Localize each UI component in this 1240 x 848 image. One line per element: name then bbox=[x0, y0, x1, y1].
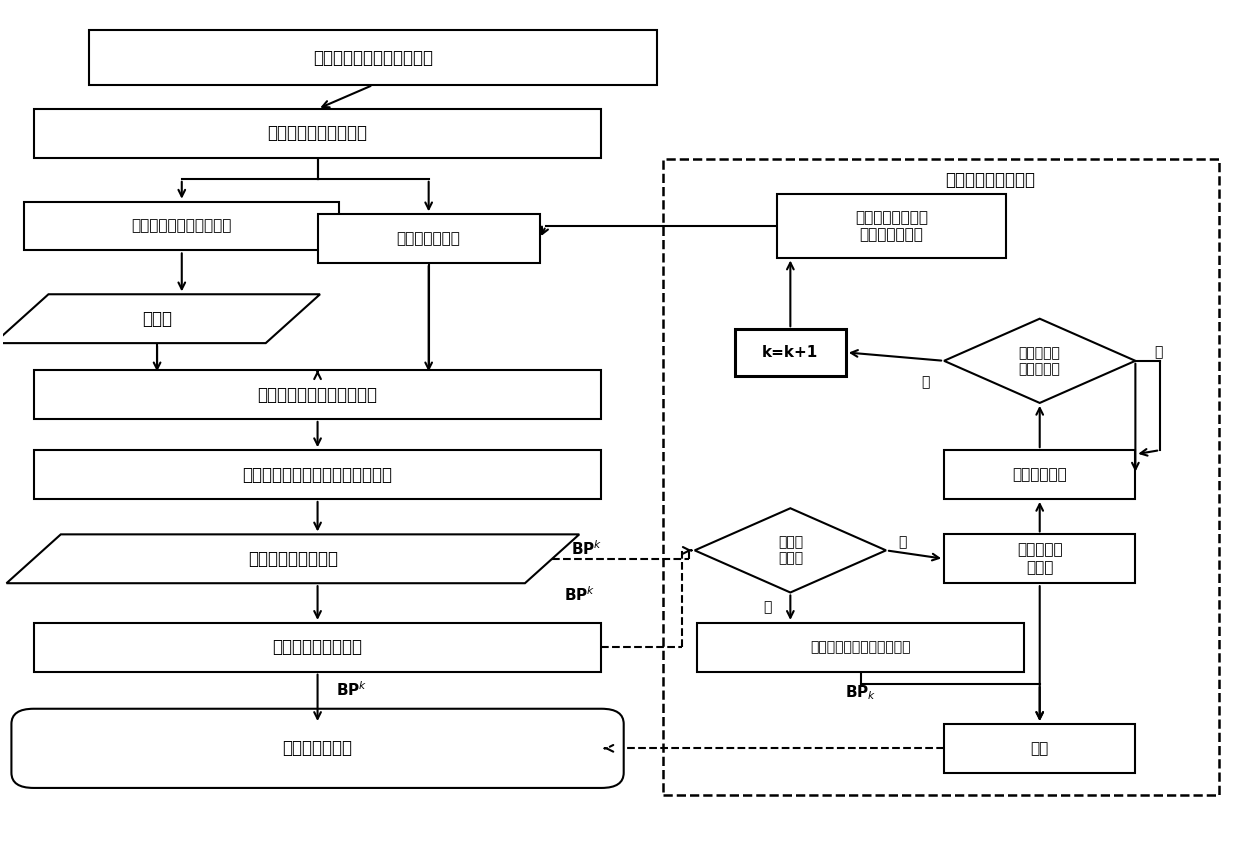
Text: 大视角波位参数修正: 大视角波位参数修正 bbox=[273, 639, 362, 656]
Text: 重新确定波位选择
范围及中心视角: 重新确定波位选择 范围及中心视角 bbox=[856, 209, 928, 243]
FancyBboxPatch shape bbox=[33, 450, 601, 499]
FancyBboxPatch shape bbox=[89, 31, 657, 85]
Text: 获取卫星高度和星下点矢径: 获取卫星高度和星下点矢径 bbox=[314, 48, 433, 66]
FancyBboxPatch shape bbox=[25, 202, 340, 250]
FancyBboxPatch shape bbox=[697, 622, 1024, 672]
Text: 保留不需修正的波位参数集: 保留不需修正的波位参数集 bbox=[811, 640, 911, 655]
FancyBboxPatch shape bbox=[944, 724, 1136, 773]
FancyBboxPatch shape bbox=[317, 215, 539, 263]
Text: 基于性能指标验证的波位二次筛选: 基于性能指标验证的波位二次筛选 bbox=[243, 466, 393, 483]
Text: 是否小于最
小观测带宽: 是否小于最 小观测带宽 bbox=[1019, 346, 1060, 376]
FancyBboxPatch shape bbox=[944, 450, 1136, 499]
Text: 是: 是 bbox=[898, 535, 906, 549]
FancyBboxPatch shape bbox=[735, 329, 846, 376]
Text: 否: 否 bbox=[921, 375, 930, 389]
Text: BP$^k$: BP$^k$ bbox=[564, 585, 596, 604]
FancyBboxPatch shape bbox=[33, 622, 601, 672]
FancyBboxPatch shape bbox=[777, 194, 1006, 258]
Text: 设计波位参数集: 设计波位参数集 bbox=[397, 232, 460, 246]
Text: 大视角波位参数修正: 大视角波位参数修正 bbox=[945, 171, 1035, 189]
Text: BP$_k$: BP$_k$ bbox=[844, 683, 877, 702]
Text: 优化波位参数集: 优化波位参数集 bbox=[283, 739, 352, 757]
Polygon shape bbox=[694, 508, 887, 593]
Text: BP$^k$: BP$^k$ bbox=[336, 680, 367, 699]
Text: BP$^k$: BP$^k$ bbox=[570, 539, 603, 558]
Polygon shape bbox=[944, 319, 1136, 403]
Text: 未修正的波位参数集: 未修正的波位参数集 bbox=[248, 550, 337, 568]
Text: 是否需
要修正: 是否需 要修正 bbox=[777, 535, 804, 566]
Text: 基于斌马图的波位一次筛选: 基于斌马图的波位一次筛选 bbox=[258, 386, 377, 404]
FancyBboxPatch shape bbox=[33, 109, 601, 158]
FancyBboxPatch shape bbox=[33, 370, 601, 419]
Text: 斌马图: 斌马图 bbox=[143, 310, 172, 327]
Polygon shape bbox=[0, 294, 320, 343]
Text: k=k+1: k=k+1 bbox=[763, 345, 818, 360]
FancyBboxPatch shape bbox=[11, 709, 624, 788]
Text: 合并: 合并 bbox=[1030, 741, 1049, 756]
Text: 否: 否 bbox=[764, 600, 771, 615]
Text: 删除需修正
的波位: 删除需修正 的波位 bbox=[1017, 543, 1063, 575]
Text: 是: 是 bbox=[1154, 345, 1162, 360]
Text: 确定波位参数选择范围: 确定波位参数选择范围 bbox=[268, 125, 367, 142]
Text: 修正观测带宽: 修正观测带宽 bbox=[1012, 467, 1068, 482]
Text: 确定波位的空间限制条件: 确定波位的空间限制条件 bbox=[131, 219, 232, 233]
FancyBboxPatch shape bbox=[944, 534, 1136, 583]
Polygon shape bbox=[6, 534, 579, 583]
